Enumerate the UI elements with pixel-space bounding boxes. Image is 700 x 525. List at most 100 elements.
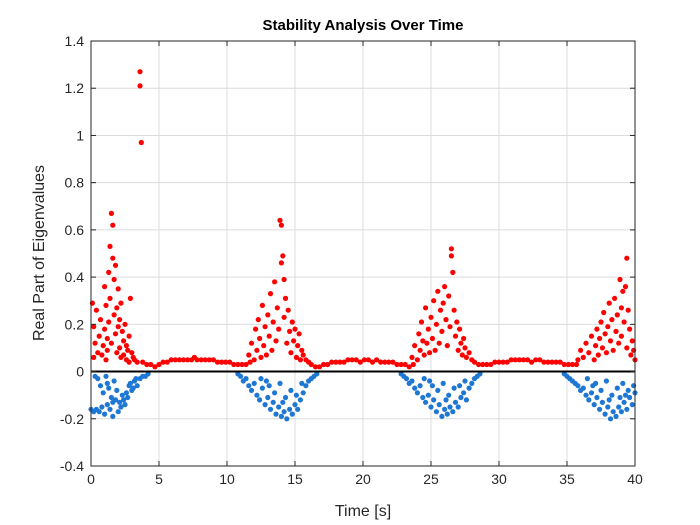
positive-eigenvalue-point xyxy=(508,357,514,363)
positive-eigenvalue-point xyxy=(440,300,446,306)
positive-eigenvalue-point xyxy=(296,331,302,337)
positive-eigenvalue-point xyxy=(345,357,351,363)
positive-eigenvalue-point xyxy=(439,328,445,334)
positive-eigenvalue-point xyxy=(525,357,531,363)
positive-eigenvalue-point xyxy=(103,357,109,363)
positive-eigenvalue-point xyxy=(202,357,208,363)
positive-eigenvalue-point xyxy=(99,352,105,358)
negative-eigenvalue-point xyxy=(590,383,596,389)
positive-eigenvalue-point xyxy=(180,357,187,363)
negative-eigenvalue-point xyxy=(452,399,459,405)
positive-eigenvalue-point xyxy=(126,333,132,339)
positive-eigenvalue-point xyxy=(450,269,456,275)
x-tick-label: 30 xyxy=(491,471,507,487)
positive-eigenvalue-point xyxy=(278,222,284,228)
negative-eigenvalue-point xyxy=(588,390,595,396)
positive-eigenvalue-point xyxy=(353,357,359,363)
positive-eigenvalue-point xyxy=(129,350,135,356)
chart-title: Stability Analysis Over Time xyxy=(263,17,464,34)
positive-eigenvalue-point xyxy=(425,326,431,332)
negative-eigenvalue-point xyxy=(297,397,303,403)
y-tick-label: 0.8 xyxy=(65,175,85,191)
positive-eigenvalue-point xyxy=(414,357,420,363)
positive-eigenvalue-point xyxy=(386,359,392,365)
negative-eigenvalue-point xyxy=(303,383,309,389)
positive-eigenvalue-point xyxy=(588,333,595,339)
positive-eigenvalue-point xyxy=(219,359,225,365)
positive-eigenvalue-point xyxy=(325,361,331,368)
positive-eigenvalue-point xyxy=(104,347,110,353)
positive-eigenvalue-point xyxy=(573,361,580,368)
positive-eigenvalue-point xyxy=(231,361,237,368)
negative-eigenvalue-point xyxy=(289,411,295,417)
positive-eigenvalue-point xyxy=(484,361,490,368)
positive-eigenvalue-point xyxy=(115,324,121,330)
negative-eigenvalue-point xyxy=(265,394,271,401)
positive-eigenvalue-point xyxy=(103,302,109,308)
negative-eigenvalue-point xyxy=(444,411,450,417)
positive-eigenvalue-point xyxy=(261,343,267,349)
negative-eigenvalue-point xyxy=(246,383,252,389)
positive-eigenvalue-point xyxy=(420,338,426,344)
positive-eigenvalue-point xyxy=(312,364,318,370)
negative-eigenvalue-point xyxy=(443,397,449,403)
positive-eigenvalue-point xyxy=(112,262,119,268)
positive-eigenvalue-point xyxy=(214,359,221,365)
negative-eigenvalue-point xyxy=(429,383,435,389)
positive-eigenvalue-point xyxy=(452,333,459,339)
positive-eigenvalue-point xyxy=(91,354,97,360)
positive-eigenvalue-point xyxy=(580,354,586,360)
positive-eigenvalue-point xyxy=(248,340,255,346)
positive-eigenvalue-point xyxy=(427,350,433,356)
positive-eigenvalue-point xyxy=(614,312,620,318)
negative-eigenvalue-point xyxy=(145,371,151,377)
positive-eigenvalue-point xyxy=(424,340,430,346)
scatter-points xyxy=(88,69,638,422)
positive-eigenvalue-point xyxy=(612,295,618,301)
positive-eigenvalue-point xyxy=(618,333,625,339)
x-axis-label: Time [s] xyxy=(335,503,391,520)
negative-eigenvalue-point xyxy=(276,404,282,410)
y-tick-label: 0 xyxy=(76,364,84,380)
negative-eigenvalue-point xyxy=(421,376,427,382)
positive-eigenvalue-point xyxy=(198,357,204,363)
negative-eigenvalue-point xyxy=(616,404,622,410)
positive-eigenvalue-point xyxy=(138,139,144,146)
negative-eigenvalue-point xyxy=(97,383,104,389)
positive-eigenvalue-point xyxy=(418,319,425,325)
positive-eigenvalue-point xyxy=(137,83,143,89)
positive-eigenvalue-point xyxy=(300,352,306,358)
positive-eigenvalue-point xyxy=(443,317,449,323)
positive-eigenvalue-point xyxy=(594,326,600,332)
positive-eigenvalue-point xyxy=(365,357,371,363)
positive-eigenvalue-point xyxy=(417,347,423,353)
positive-eigenvalue-point xyxy=(575,357,581,363)
positive-eigenvalue-point xyxy=(565,361,572,368)
positive-eigenvalue-point xyxy=(421,352,427,358)
positive-eigenvalue-point xyxy=(586,350,592,356)
positive-eigenvalue-point xyxy=(223,359,229,365)
positive-eigenvalue-point xyxy=(361,357,367,363)
positive-eigenvalue-point xyxy=(593,343,599,349)
positive-eigenvalue-point xyxy=(134,359,140,365)
positive-eigenvalue-point xyxy=(578,347,584,353)
positive-eigenvalue-point xyxy=(553,359,559,365)
positive-eigenvalue-point xyxy=(471,359,478,365)
positive-eigenvalue-point xyxy=(282,295,289,301)
positive-eigenvalue-point xyxy=(446,293,452,299)
positive-eigenvalue-point xyxy=(140,359,146,365)
positive-eigenvalue-point xyxy=(625,307,631,313)
positive-eigenvalue-point xyxy=(629,338,635,344)
positive-eigenvalue-point xyxy=(277,217,283,223)
positive-eigenvalue-point xyxy=(476,361,482,368)
positive-eigenvalue-point xyxy=(254,347,260,353)
x-tick-label: 40 xyxy=(627,471,643,487)
negative-eigenvalue-point xyxy=(580,385,586,391)
positive-eigenvalue-point xyxy=(247,359,253,365)
negative-eigenvalue-point xyxy=(457,383,463,389)
positive-eigenvalue-point xyxy=(458,340,464,346)
positive-eigenvalue-point xyxy=(92,340,98,346)
positive-eigenvalue-point xyxy=(91,324,97,330)
positive-eigenvalue-point xyxy=(516,357,523,363)
